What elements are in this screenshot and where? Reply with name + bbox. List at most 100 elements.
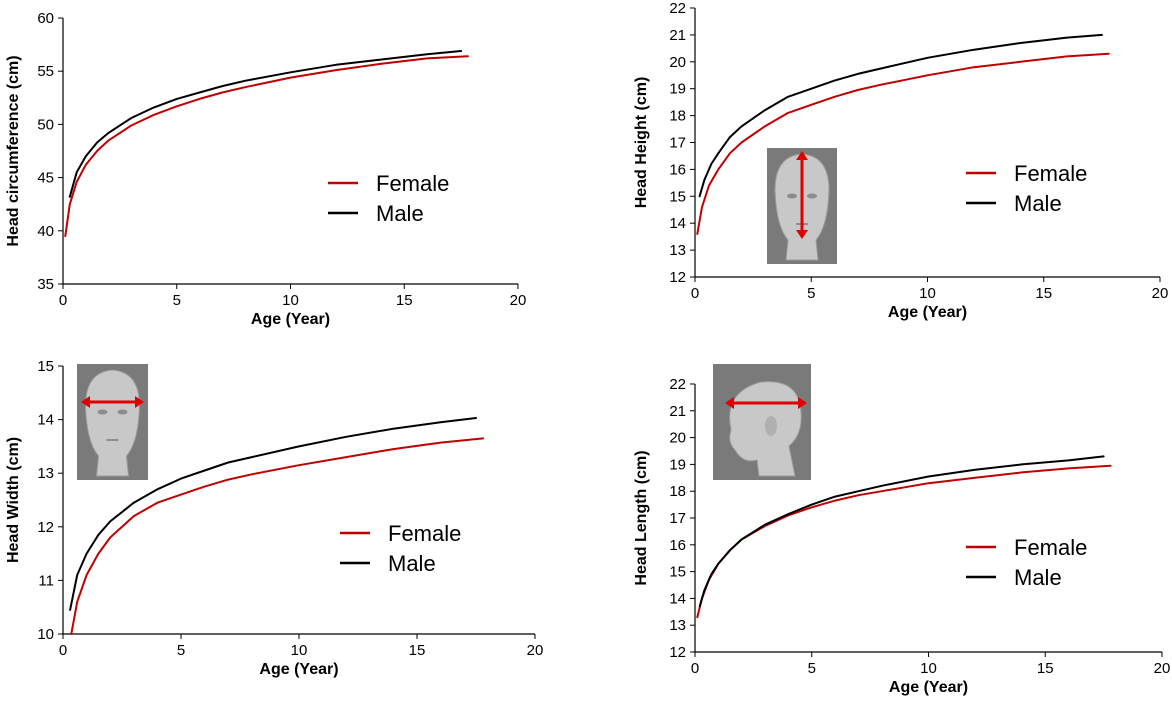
y-tick-label: 20: [669, 54, 686, 71]
series-line-male: [698, 33, 1103, 198]
series-line-female: [70, 437, 485, 635]
head-photo: [713, 364, 811, 480]
legend-label-female: Female: [1014, 535, 1087, 560]
y-tick-label: 50: [37, 116, 54, 133]
y-tick-label: 21: [669, 403, 686, 420]
legend-label-male: Male: [1014, 565, 1062, 590]
legend-label-male: Male: [1014, 191, 1062, 216]
x-tick-label: 20: [1152, 285, 1169, 302]
arrow-head-bottom: [796, 230, 808, 239]
x-tick-label: 5: [807, 285, 815, 302]
y-axis-title: Head Width (cm): [5, 437, 22, 563]
x-tick-label: 10: [282, 292, 299, 309]
series-line-male: [68, 50, 463, 198]
y-tick-label: 35: [37, 276, 54, 293]
y-tick-label: 12: [37, 519, 54, 536]
eye-left: [787, 193, 797, 199]
y-tick-label: 20: [669, 430, 686, 447]
x-tick-label: 20: [1154, 660, 1171, 677]
chart-head-width: 10 11 12 13 14 15 0 5 10 15 20 Age (Year) Head Width…: [5, 358, 543, 678]
chart-head-circumference: 35 40 45 50 55 60 0 5 10 15 20 Age (Year) Head circu…: [5, 10, 526, 328]
y-tick-label: 17: [669, 510, 686, 527]
series-line-female: [696, 52, 1110, 235]
y-tick-label: 17: [669, 135, 686, 152]
x-tick-label: 10: [291, 642, 308, 659]
y-tick-label: 22: [669, 0, 686, 17]
y-tick-label: 21: [669, 27, 686, 44]
y-tick-label: 15: [37, 358, 54, 375]
legend-label-female: Female: [1014, 161, 1087, 186]
chart-head-height: 12 13 14 15 16 17 18 19 20 21 22 0 5 10 15 20 Age (Year)…: [633, 0, 1168, 321]
y-tick-label: 13: [669, 617, 686, 634]
y-tick-label: 16: [669, 161, 686, 178]
x-tick-label: 20: [510, 292, 527, 309]
x-tick-label: 0: [59, 292, 67, 309]
y-tick-label: 45: [37, 170, 54, 187]
arrow-head-left: [725, 397, 734, 409]
y-axis-title: Head circumference (cm): [5, 55, 22, 246]
legend: Female Male: [340, 521, 461, 576]
eye-right: [807, 193, 817, 199]
head-photo: [767, 148, 837, 264]
x-tick-label: 0: [691, 660, 699, 677]
y-tick-label: 19: [669, 456, 686, 473]
y-tick-label: 14: [669, 215, 686, 232]
series-line-male: [69, 417, 477, 611]
x-tick-label: 15: [409, 642, 426, 659]
x-tick-label: 10: [919, 285, 936, 302]
y-tick-label: 12: [669, 269, 686, 286]
chart-head-length: 12 13 14 15 16 17 18 19 20 21 22 0 5 10 15 20 Age (Year)…: [633, 364, 1170, 696]
x-tick-label: 0: [691, 285, 699, 302]
x-tick-label: 20: [527, 642, 544, 659]
head-silhouette: [84, 369, 141, 477]
x-tick-label: 10: [920, 660, 937, 677]
x-tick-label: 15: [1037, 660, 1054, 677]
series-line-female: [64, 55, 469, 238]
x-axis-title: Age (Year): [888, 304, 967, 321]
ear-shape: [765, 416, 777, 436]
legend: Female Male: [966, 535, 1087, 590]
arrow-head-right: [135, 396, 144, 408]
y-tick-label: 14: [37, 412, 54, 429]
y-tick-label: 10: [37, 626, 54, 643]
y-tick-label: 16: [669, 537, 686, 554]
y-tick-label: 14: [669, 590, 686, 607]
x-axis-title: Age (Year): [251, 311, 330, 328]
y-tick-label: 18: [669, 108, 686, 125]
x-tick-label: 15: [1035, 285, 1052, 302]
y-tick-label: 13: [669, 242, 686, 259]
x-axis-title: Age (Year): [259, 661, 338, 678]
legend-label-male: Male: [388, 551, 436, 576]
y-tick-label: 15: [669, 188, 686, 205]
x-tick-label: 5: [808, 660, 816, 677]
x-tick-label: 15: [396, 292, 413, 309]
y-axis-title: Head Height (cm): [633, 77, 650, 209]
legend-label-male: Male: [376, 201, 424, 226]
y-tick-label: 15: [669, 564, 686, 581]
y-tick-label: 12: [669, 644, 686, 661]
arrow-head-top: [796, 151, 808, 160]
x-tick-label: 0: [59, 642, 67, 659]
series-line-male: [698, 455, 1105, 608]
arrow-head-left: [81, 396, 90, 408]
y-tick-label: 19: [669, 81, 686, 98]
eye-right: [117, 409, 128, 415]
legend-label-female: Female: [388, 521, 461, 546]
y-axis-title: Head Length (cm): [633, 450, 650, 585]
y-tick-label: 55: [37, 63, 54, 80]
y-tick-label: 11: [38, 572, 54, 589]
y-tick-label: 40: [37, 223, 54, 240]
y-tick-label: 13: [37, 465, 54, 482]
x-tick-label: 5: [173, 292, 181, 309]
x-tick-label: 5: [177, 642, 185, 659]
head-photo: [77, 364, 148, 480]
legend: Female Male: [966, 161, 1087, 216]
legend: Female Male: [328, 171, 449, 226]
x-axis-title: Age (Year): [889, 679, 968, 696]
arrow-head-right: [798, 397, 807, 409]
y-tick-label: 60: [37, 10, 54, 27]
y-tick-label: 18: [669, 483, 686, 500]
eye-left: [97, 409, 108, 415]
legend-label-female: Female: [376, 171, 449, 196]
